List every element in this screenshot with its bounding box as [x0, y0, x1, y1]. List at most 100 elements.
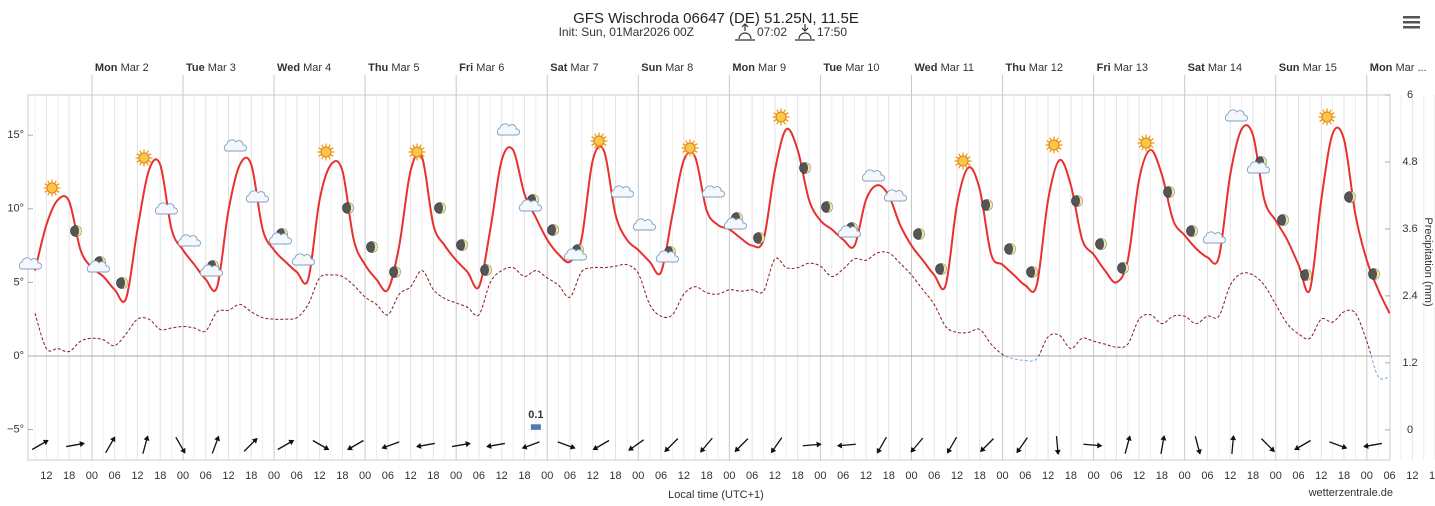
wind-arrow [1329, 441, 1348, 450]
wind-arrow [910, 437, 924, 453]
y-tick-label: 10° [7, 203, 24, 215]
sun-ray [1055, 149, 1059, 153]
sun-ray [682, 149, 686, 153]
chart-subtitle: Init: Sun, 01Mar2026 00Z [559, 25, 694, 39]
x-axis-title: Local time (UTC+1) [668, 489, 764, 501]
x-tick-label: 12 [678, 470, 690, 482]
x-tick-label: 12 [40, 470, 52, 482]
wind-arrow [946, 436, 958, 454]
date: Mar 14 [1208, 62, 1242, 74]
weekday: Sat [1188, 62, 1205, 74]
x-tick-label: 18 [154, 470, 166, 482]
wind-head [143, 435, 150, 441]
sun-ray [409, 153, 413, 157]
x-tick-label: 00 [268, 470, 280, 482]
wind-head [416, 442, 422, 449]
sun-ray [53, 192, 57, 196]
cloud-shape [518, 199, 542, 212]
x-tick-label: 12 [405, 470, 417, 482]
moon-icon [1071, 195, 1083, 207]
weekday: Mon [1370, 62, 1393, 74]
sun-ray [600, 133, 604, 137]
x-tick-label: 18 [792, 470, 804, 482]
x-tick-label: 18 [427, 470, 439, 482]
moon-icon [342, 202, 354, 214]
moon-icon [366, 241, 378, 253]
date: Mar 2 [121, 62, 149, 74]
cloud-shape [701, 185, 725, 198]
moon-icon [1004, 243, 1016, 255]
x-tick-label: 12 [1224, 470, 1236, 482]
sun-ray [776, 121, 780, 125]
moon-light [1123, 262, 1129, 274]
cloud-icon [655, 250, 679, 263]
moon-light [395, 266, 401, 278]
x-tick-label: 06 [1110, 470, 1122, 482]
sun-ray [1331, 118, 1335, 122]
moon-light [553, 224, 559, 236]
sun-icon [408, 143, 426, 161]
y2-tick-label: 0 [1407, 424, 1413, 436]
cloud-shape [291, 253, 315, 266]
y2-tick-label: 3.6 [1402, 223, 1417, 235]
wind-arrow [1160, 435, 1167, 454]
wind-arrow [664, 438, 679, 453]
sun-ray [1046, 140, 1050, 144]
wind-head [381, 443, 388, 450]
y2-tick-label: 1.2 [1402, 357, 1417, 369]
wind-head [1341, 443, 1348, 450]
cloud-icon [632, 218, 656, 231]
moon-light [919, 228, 925, 240]
sun-disc [138, 152, 150, 164]
wind-head [664, 446, 671, 453]
cloud-icon [837, 225, 861, 238]
cloud-icon [154, 202, 178, 215]
x-tick-label: 06 [928, 470, 940, 482]
x-tick-label: 00 [86, 470, 98, 482]
sun-ray [47, 192, 51, 196]
date: Mar 11 [941, 62, 974, 74]
wind-head [1196, 449, 1202, 455]
wind-arrow [1083, 442, 1103, 449]
wind-head [288, 439, 295, 446]
sun-ray [1046, 146, 1050, 150]
sun-ray [785, 118, 789, 122]
sun-icon [1137, 134, 1155, 152]
sun-disc [1321, 111, 1333, 123]
sun-ray [591, 136, 595, 140]
moon-icon [1163, 186, 1175, 198]
day-label: Sun Mar 8 [641, 62, 693, 74]
wind-arrow [31, 439, 49, 451]
x-tick-label: 12 [860, 470, 872, 482]
weekday: Thu [368, 62, 388, 74]
wind-arrow [416, 442, 435, 449]
sun-ray [148, 153, 152, 157]
wind-head [816, 441, 822, 448]
wind-arrow [175, 436, 186, 454]
menu-button[interactable] [1403, 16, 1420, 29]
x-tick-label: 18 [1338, 470, 1350, 482]
day-label: Fri Mar 13 [1097, 62, 1148, 74]
sun-ray [1147, 147, 1151, 151]
sun-ray [418, 144, 422, 148]
sun-ray [1058, 140, 1062, 144]
wind-arrow [700, 437, 713, 453]
cloud-shape [1202, 231, 1226, 244]
sun-ray [1328, 109, 1332, 113]
wind-head [1125, 435, 1132, 441]
wind-head [1016, 447, 1022, 454]
wind-head [486, 442, 492, 449]
sun-ray [1055, 137, 1059, 141]
cloud-shape [86, 260, 110, 273]
day-label: Thu Mar 12 [1006, 62, 1063, 74]
cloud-icon [1246, 161, 1270, 174]
wind-head [323, 444, 330, 451]
sunset-icon [795, 24, 815, 41]
date: Mar 7 [570, 62, 598, 74]
sun-ray [785, 112, 789, 116]
x-tick-label: 06 [655, 470, 667, 482]
moon-icon [1186, 225, 1198, 237]
weekday: Mon [732, 62, 755, 74]
sun-disc [320, 146, 332, 158]
